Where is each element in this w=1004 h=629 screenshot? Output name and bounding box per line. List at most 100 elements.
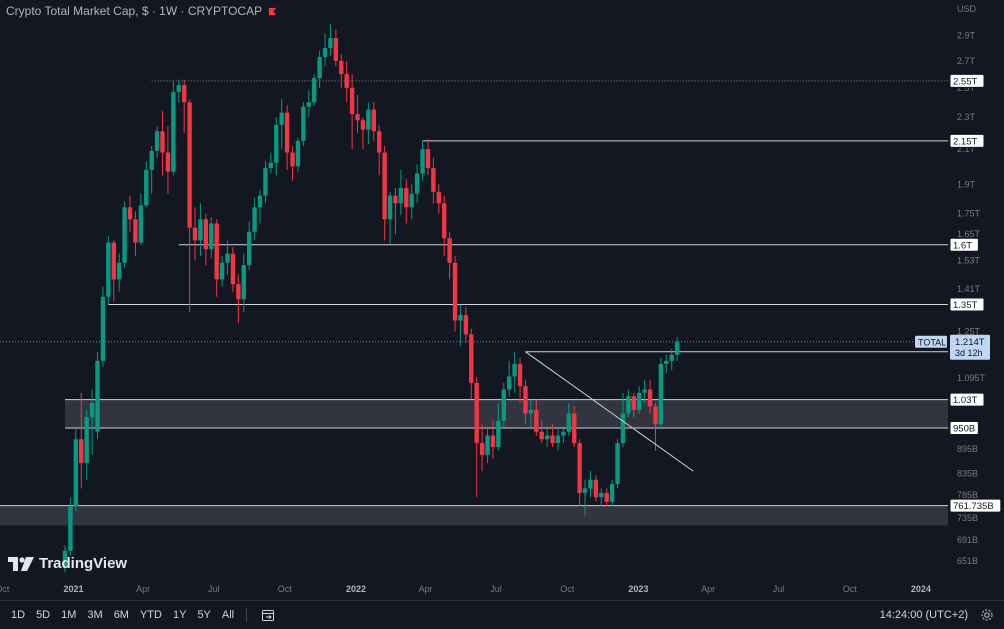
candle-body (230, 253, 236, 285)
candle-body (106, 242, 111, 297)
chart-area[interactable]: USD2.9T2.7T2.5T2.3T2.1T1.9T1.75T1.65T1.5… (0, 0, 1004, 600)
candle-body (393, 195, 398, 204)
settings-gear-icon[interactable] (980, 608, 994, 622)
candle-body (647, 389, 653, 407)
x-tick-label: Oct (843, 584, 858, 594)
candle-body (599, 492, 604, 498)
chart-title: Crypto Total Market Cap, $ · 1W · CRYPTO… (6, 4, 277, 18)
level-label: 1.35T (953, 300, 977, 311)
timeframe-1y-button[interactable]: 1Y (172, 609, 187, 621)
candle-body (566, 413, 571, 432)
level-label: 950B (953, 424, 975, 435)
candle-body (436, 191, 441, 204)
candle-body (637, 392, 642, 410)
candle-body (409, 193, 414, 208)
timeframe-6m-button[interactable]: 6M (113, 609, 129, 621)
x-tick-label: Oct (278, 584, 293, 594)
y-tick-label: 691B (957, 535, 978, 545)
candle-body (674, 341, 680, 355)
candle-body (501, 389, 506, 421)
candle-body (349, 87, 355, 115)
support-zone-1 (0, 505, 948, 526)
candle-body (187, 102, 192, 228)
candle-body (339, 60, 344, 75)
candle-body (490, 435, 496, 448)
candle-body (615, 443, 620, 485)
candle-body (322, 48, 328, 57)
candle-body (550, 435, 555, 444)
candle-body (263, 168, 268, 196)
toolbar-divider (246, 608, 248, 622)
candle-body (496, 420, 501, 448)
candle-body (507, 376, 512, 390)
candle-body (658, 363, 664, 425)
candle-body (382, 152, 387, 220)
candle-body (431, 168, 436, 192)
candle-body (176, 85, 181, 93)
x-tick-label: Apr (419, 584, 433, 594)
series-label: TOTAL (918, 337, 946, 347)
timeframe-1m-button[interactable]: 1M (61, 609, 77, 621)
candle-body (279, 112, 284, 125)
price-chart[interactable]: USD2.9T2.7T2.5T2.3T2.1T1.9T1.75T1.65T1.5… (0, 0, 1004, 600)
candle-body (100, 296, 106, 361)
level-label-box (949, 73, 985, 88)
x-tick-label: Jul (490, 584, 502, 594)
candle-body (84, 417, 89, 463)
candle-body (252, 207, 257, 232)
candle-body (669, 354, 674, 361)
y-tick-label: 2.3T (957, 112, 976, 122)
candle-body (371, 109, 376, 132)
currency-label: USD (957, 4, 977, 14)
candle-body (528, 409, 534, 414)
level-label-box (949, 498, 1002, 513)
candle-body (295, 140, 301, 167)
timeframe-all-button[interactable]: All (221, 609, 235, 621)
candle-body (225, 253, 230, 263)
candle-body (355, 114, 360, 121)
support-zones (0, 399, 948, 526)
candle-body (561, 431, 566, 436)
y-tick-label: 2.1T (957, 144, 976, 154)
x-tick-label: Oct (560, 584, 575, 594)
candle-body (301, 106, 306, 141)
candles (62, 23, 680, 573)
candle-body (377, 131, 382, 153)
tradingview-logo-icon (8, 556, 34, 571)
candle-body (290, 152, 295, 167)
trendline (525, 351, 694, 472)
level-label-box (949, 392, 985, 407)
axes: USD2.9T2.7T2.5T2.3T2.1T1.9T1.75T1.65T1.5… (0, 4, 986, 594)
candle-body (398, 188, 404, 204)
candle-body (588, 479, 593, 489)
candle-body (138, 205, 144, 243)
candle-body (664, 360, 669, 364)
timeframe-ytd-button[interactable]: YTD (139, 609, 162, 621)
candle-body (512, 363, 517, 377)
timeframe-1d-button[interactable]: 1D (11, 609, 26, 621)
candle-body (236, 284, 241, 300)
clock-timezone[interactable]: 14:24:00 (UTC+2) (879, 609, 968, 621)
candle-body (198, 219, 203, 241)
candle-body (534, 409, 539, 432)
date-range-icon[interactable] (261, 608, 275, 622)
candle-body (133, 219, 138, 243)
candle-body (517, 363, 523, 387)
level-label: 2.55T (953, 76, 977, 87)
current-price-box (950, 334, 990, 360)
flag-icon[interactable] (268, 7, 277, 16)
level-labels: 2.55T2.15T1.6T1.35T1.18T1.03T950B761.735… (915, 73, 1002, 513)
candle-body (257, 195, 263, 208)
candle-body (404, 188, 409, 208)
y-tick-label: 1.41T (957, 284, 981, 294)
timeframe-5d-button[interactable]: 5D (36, 609, 51, 621)
x-tick-label: Apr (701, 584, 715, 594)
timeframe-5y-button[interactable]: 5Y (197, 609, 211, 621)
timeframe-3m-button[interactable]: 3M (87, 609, 103, 621)
candle-body (469, 334, 474, 383)
candle-body (154, 131, 160, 151)
candle-body (111, 242, 116, 280)
candle-body (214, 223, 219, 280)
candle-body (95, 360, 100, 432)
candle-body (209, 223, 214, 250)
